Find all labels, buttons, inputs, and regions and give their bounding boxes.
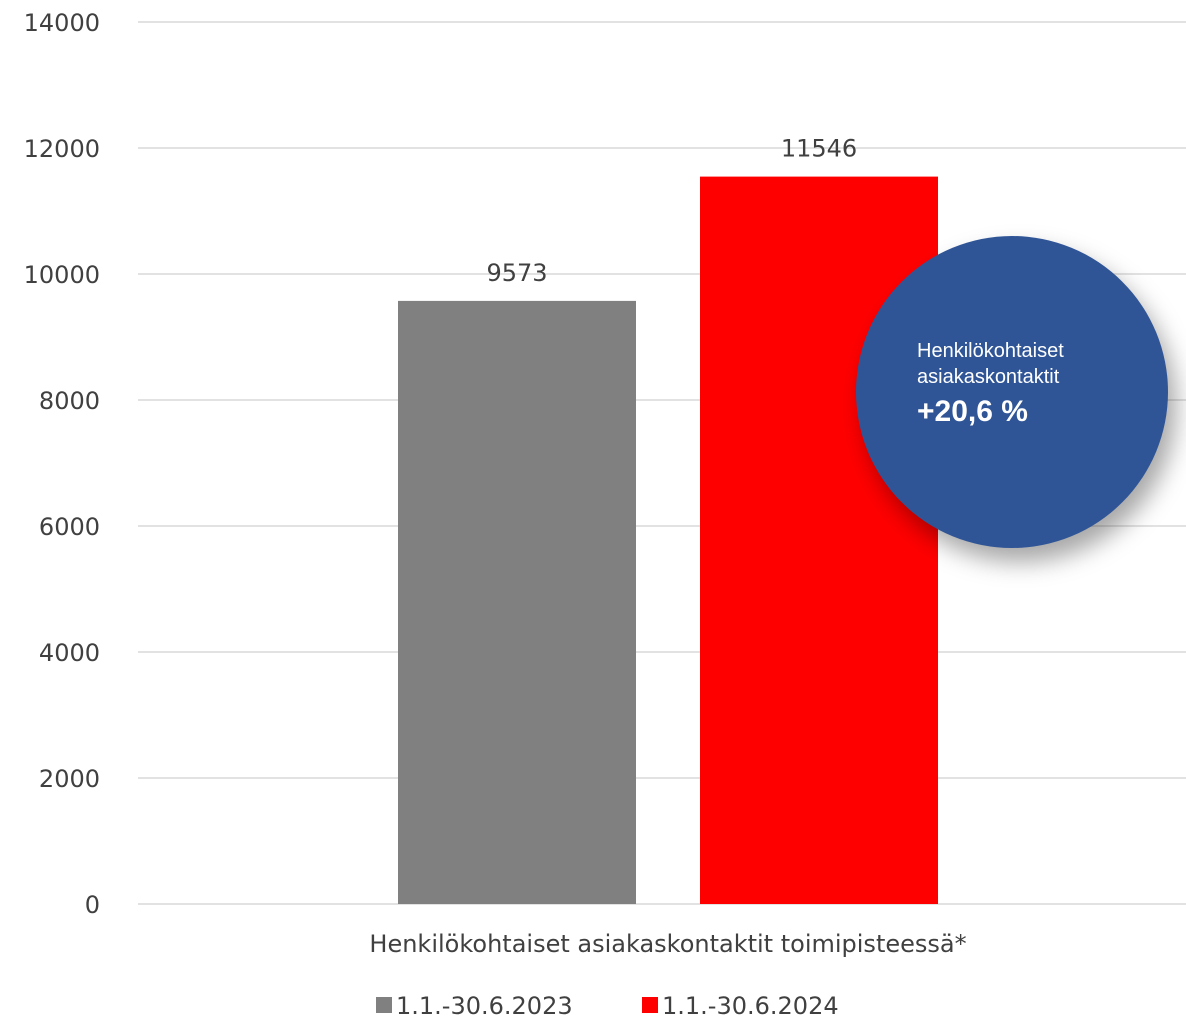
callout-line-2: asiakaskontaktit: [917, 366, 1060, 388]
legend-label-series-1: 1.1.-30.6.2023: [396, 992, 573, 1020]
y-axis-ticks: 0 2000 4000 6000 8000 10000 12000 14000: [24, 9, 100, 919]
legend-swatch-series-1: [376, 997, 392, 1013]
bar-series-1: [398, 300, 636, 904]
change-callout-text: Henkilökohtaiset asiakaskontaktit +20,6 …: [917, 338, 1137, 432]
bars: [398, 176, 938, 905]
legend-label-series-2: 1.1.-30.6.2024: [662, 992, 839, 1020]
y-tick-label: 12000: [24, 135, 100, 163]
y-tick-label: 6000: [39, 513, 100, 541]
callout-value: +20,6 %: [917, 395, 1028, 428]
data-labels: 9573 11546: [486, 135, 857, 287]
y-tick-label: 14000: [24, 9, 100, 37]
change-callout-circle: [856, 236, 1168, 548]
legend-swatch-series-2: [642, 997, 658, 1013]
legend: 1.1.-30.6.2023 1.1.-30.6.2024: [376, 992, 839, 1020]
data-label: 9573: [486, 259, 547, 287]
gridlines: [138, 21, 1186, 905]
y-tick-label: 2000: [39, 765, 100, 793]
data-label: 11546: [781, 135, 857, 163]
y-tick-label: 0: [85, 891, 100, 919]
y-tick-label: 4000: [39, 639, 100, 667]
callout-line-1: Henkilökohtaiset: [917, 340, 1064, 362]
x-category-label: Henkilökohtaiset asiakaskontaktit toimip…: [369, 930, 966, 958]
y-tick-label: 10000: [24, 261, 100, 289]
y-tick-label: 8000: [39, 387, 100, 415]
